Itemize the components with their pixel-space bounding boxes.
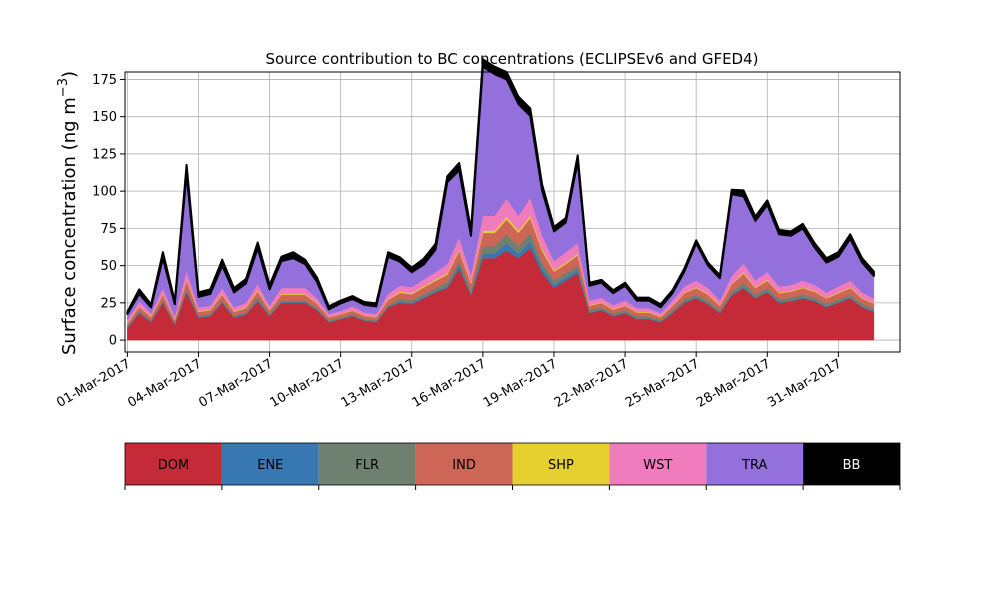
legend-swatch-ene — [221, 443, 319, 485]
x-tick-label: 28-Mar-2017 — [694, 356, 773, 410]
x-tick-label: 16-Mar-2017 — [410, 356, 489, 410]
area-series-bb — [126, 58, 875, 315]
legend-label-tra: TRA — [741, 458, 767, 473]
x-tick-label: 22-Mar-2017 — [552, 356, 631, 410]
y-tick-label: 100 — [92, 185, 117, 200]
x-tick-label: 07-Mar-2017 — [196, 356, 275, 410]
legend-swatch-bb — [803, 443, 900, 485]
y-axis-label-text: Surface concentration (ng m — [59, 97, 80, 355]
area-layer — [126, 58, 875, 341]
legend-swatch-shp — [512, 443, 610, 485]
legend-label-ene: ENE — [257, 458, 283, 473]
y-tick-label: 125 — [92, 147, 117, 162]
legend-label-bb: BB — [843, 458, 861, 473]
legend-label-shp: SHP — [548, 458, 574, 473]
x-tick-label: 19-Mar-2017 — [481, 356, 560, 410]
y-axis-label-exponent: −3 — [56, 78, 71, 97]
legend-swatch-dom — [125, 443, 222, 485]
legend-label-ind: IND — [452, 458, 476, 473]
y-axis-label: Surface concentration (ng m−3) — [56, 71, 80, 355]
y-tick-label: 50 — [100, 259, 117, 274]
x-tick-label: 04-Mar-2017 — [125, 356, 204, 410]
y-tick-label: 25 — [100, 296, 117, 311]
y-tick-label: 175 — [92, 73, 117, 88]
x-tick-label: 10-Mar-2017 — [268, 356, 347, 410]
plot-frame — [124, 71, 901, 353]
x-tick-label: 13-Mar-2017 — [339, 356, 418, 410]
legend-label-flr: FLR — [355, 458, 379, 473]
legend-swatch-flr — [318, 443, 416, 485]
y-tick-label: 0 — [109, 334, 117, 349]
y-tick-label: 150 — [92, 110, 117, 125]
legend-swatch-wst — [609, 443, 707, 485]
legend-swatch-tra — [706, 443, 804, 485]
legend-label-wst: WST — [643, 458, 672, 473]
y-axis-label-close: ) — [59, 71, 80, 78]
y-tick-label: 75 — [100, 222, 117, 237]
x-tick-label: 01-Mar-2017 — [54, 356, 133, 410]
legend: DOM ENE FLR IND SHP WST TRA BB — [124, 442, 901, 490]
x-tick-label: 31-Mar-2017 — [765, 356, 844, 410]
legend-swatch-ind — [415, 443, 513, 485]
x-tick-label: 25-Mar-2017 — [623, 356, 702, 410]
chart-title: Source contribution to BC concentrations… — [265, 50, 758, 68]
legend-label-dom: DOM — [158, 458, 189, 473]
